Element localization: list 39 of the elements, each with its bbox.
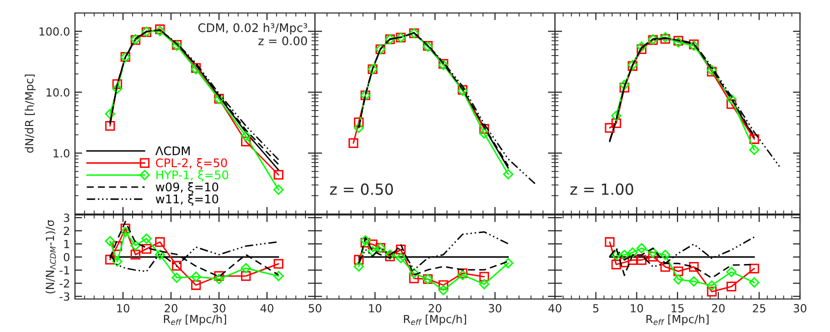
x-tick-label: 20: [428, 304, 442, 312]
x-tick-label: 25: [752, 304, 766, 312]
x-tick-label: 15: [672, 304, 684, 312]
annotation: z = 0.50: [330, 183, 393, 195]
y-tick-label: 1: [64, 240, 70, 248]
annotation: z = 1.00: [570, 183, 634, 195]
x-tick-label: 20: [712, 304, 725, 312]
x-tick-label: 10: [369, 304, 382, 312]
x-tick-label: 30: [212, 304, 226, 312]
y-tick-label: -1: [60, 266, 70, 274]
y-tick-label: 10.0: [46, 88, 70, 97]
legend-label: w11, ξ=10: [156, 194, 218, 206]
x-axis-title: R$_{eff}$ [Mpc/h]: [164, 314, 226, 326]
annotation: z = 0.00: [258, 36, 308, 46]
x-tick-label: 50: [308, 304, 322, 312]
y-tick-label: -3: [60, 292, 70, 301]
x-tick-label: 30: [794, 304, 806, 312]
legend-label: HYP-1, ξ=50: [156, 170, 228, 182]
x-tick-label: 40: [548, 304, 562, 312]
legend-label: CPL-2, ξ=50: [156, 158, 227, 170]
y-tick-label: 100.0: [40, 27, 70, 36]
y-tick-label: 0: [64, 252, 70, 262]
x-axis-title: R$_{eff}$ [Mpc/h]: [404, 314, 466, 326]
y-axis-title: (N/N$_{ΛCDM}$-1)/σ: [46, 220, 56, 294]
x-tick-label: 10: [117, 304, 130, 312]
y-tick-label: 2: [64, 226, 70, 235]
x-axis-title: R$_{eff}$ [Mpc/h]: [646, 314, 709, 326]
x-tick-label: 40: [260, 304, 274, 312]
legend-label: ΛCDM: [155, 146, 190, 156]
x-tick-label: 10: [630, 304, 643, 312]
y-tick-label: 1.0: [54, 149, 70, 158]
annotation: CDM, 0.02 h³/Mpc³: [198, 23, 308, 34]
y-axis-title: dN/dR [h/Mpc]: [24, 74, 36, 153]
y-tick-label: 3: [64, 214, 70, 222]
legend-label: w09, ξ=10: [156, 182, 218, 194]
x-tick-label: 30: [488, 304, 502, 312]
x-tick-label: 20: [164, 304, 178, 312]
x-tick-label: 5: [593, 304, 598, 312]
y-tick-label: -2: [60, 279, 70, 288]
